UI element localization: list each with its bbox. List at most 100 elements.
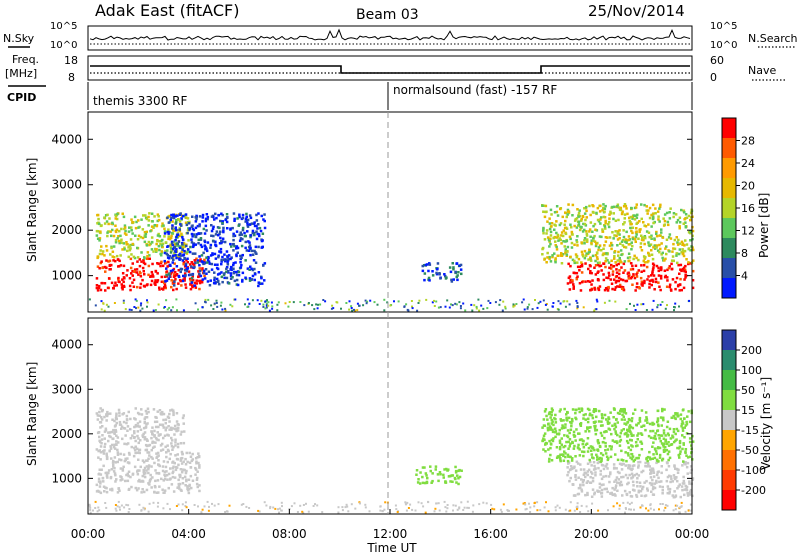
velocity-echo-cell: [112, 465, 115, 468]
power-echo-cell: [588, 204, 591, 208]
power-echo-cell: [250, 278, 254, 281]
power-echo-cell: [188, 227, 191, 230]
velocity-echo-cell: [115, 434, 118, 437]
power-echo-cell: [629, 277, 633, 280]
velocity-echo-cell: [164, 421, 167, 425]
velocity-echo-cell: [125, 442, 129, 446]
velocity-echo-cell: [663, 442, 666, 445]
power-echo-cell: [197, 275, 200, 279]
velocity-ground-cell: [128, 508, 131, 510]
velocity-ground-cell: [411, 508, 414, 511]
power-echo-cell: [674, 287, 677, 291]
velocity-echo-cell: [636, 438, 639, 441]
velocity-echo-cell: [95, 483, 99, 487]
power-echo-cell: [97, 286, 101, 289]
power-echo-cell: [138, 270, 141, 274]
velocity-echo-cell: [190, 459, 194, 463]
power-ground-cell: [417, 302, 420, 304]
power-echo-cell: [241, 228, 245, 232]
velocity-echo-cell: [143, 417, 146, 420]
power-echo-cell: [549, 260, 553, 263]
velocity-echo-cell: [584, 413, 587, 416]
velocity-echo-cell: [638, 453, 641, 457]
power-ground-cell: [317, 303, 319, 306]
power-echo-cell: [194, 226, 198, 230]
power-ground-cell: [353, 308, 355, 311]
power-echo-cell: [183, 257, 186, 260]
power-echo-cell: [147, 215, 150, 219]
power-echo-cell: [176, 214, 179, 217]
velocity-echo-cell: [117, 441, 120, 444]
velocity-echo-cell: [565, 416, 568, 419]
velocity-echo-cell: [612, 463, 616, 466]
cpid-segment-1: themis 3300 RF: [93, 94, 187, 108]
velocity-echo-cell: [631, 488, 635, 492]
power-echo-cell: [692, 248, 695, 252]
power-echo-cell: [255, 230, 258, 233]
velocity-echo-cell: [143, 475, 147, 479]
velocity-echo-cell: [626, 482, 629, 486]
power-echo-cell: [178, 246, 182, 250]
velocity-echo-cell: [143, 436, 147, 439]
velocity-echo-cell: [584, 418, 587, 421]
power-echo-cell: [101, 266, 104, 270]
power-echo-cell: [169, 218, 172, 222]
velocity-ground-cell: [263, 501, 266, 504]
velocity-echo-cell: [656, 417, 660, 420]
power-echo-cell: [634, 206, 638, 209]
power-echo-cell: [184, 286, 188, 289]
power-echo-cell: [172, 216, 176, 220]
power-echo-cell: [555, 245, 558, 249]
power-ground-cell: [350, 305, 353, 308]
velocity-ground-cell: [277, 508, 279, 511]
power-echo-cell: [236, 217, 239, 220]
velocity-echo-cell: [586, 427, 589, 431]
velocity-echo-cell: [591, 472, 594, 475]
power-echo-cell: [149, 283, 153, 287]
velocity-ground-cell: [564, 508, 567, 511]
power-echo-cell: [643, 203, 646, 207]
power-echo-cell: [175, 273, 178, 277]
velocity-echo-cell: [586, 473, 589, 477]
power-echo-cell: [687, 214, 691, 218]
power-echo-cell: [163, 232, 167, 235]
power-echo-cell: [206, 258, 210, 262]
velocity-echo-cell: [683, 488, 687, 491]
power-echo-cell: [653, 247, 657, 250]
power-echo-cell: [175, 219, 178, 222]
power-echo-cell: [160, 244, 164, 247]
velocity-echo-cell: [165, 451, 168, 454]
velocity-echo-cell: [128, 453, 131, 456]
velocity-echo-cell: [145, 412, 149, 415]
velocity-echo-cell: [180, 462, 184, 465]
power-echo-cell: [590, 241, 593, 245]
power-echo-cell: [255, 219, 259, 222]
power-echo-cell: [657, 215, 660, 218]
power-ground-cell: [636, 303, 639, 306]
power-ground-cell: [522, 298, 525, 301]
velocity-ground-cell: [639, 506, 642, 509]
velocity-echo-cell: [645, 418, 649, 422]
power-echo-cell: [639, 276, 643, 280]
velocity-echo-cell: [171, 439, 174, 442]
velocity-echo-cell: [180, 450, 184, 454]
velocity-echo-cell: [147, 468, 150, 471]
velocity-echo-cell: [577, 446, 580, 450]
velocity-echo-cell: [157, 425, 160, 429]
power-echo-cell: [584, 262, 587, 265]
velocity-echo-cell: [638, 460, 642, 464]
velocity-echo-cell: [570, 424, 573, 428]
power-echo-cell: [651, 270, 654, 273]
velocity-ground-cell: [522, 502, 525, 505]
velocity-echo-cell: [635, 493, 638, 497]
power-echo-cell: [567, 262, 570, 266]
power-echo-cell: [189, 273, 192, 276]
power-echo-cell: [112, 259, 115, 262]
velocity-ground-cell: [661, 503, 664, 505]
power-echo-cell: [235, 273, 239, 277]
velocity-echo-cell: [184, 463, 188, 466]
velocity-echo-cell: [596, 439, 600, 442]
velocity-echo-cell: [630, 439, 633, 442]
velocity-echo-cell: [660, 480, 663, 483]
power-ground-cell: [477, 298, 480, 301]
